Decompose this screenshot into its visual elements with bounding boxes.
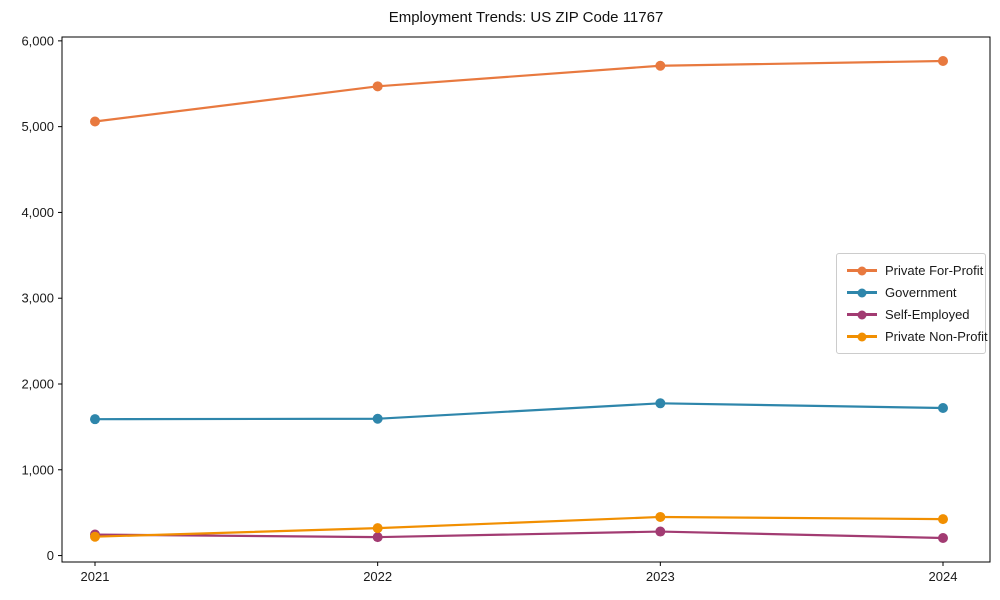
chart-title: Employment Trends: US ZIP Code 11767 — [388, 9, 664, 26]
y-tick-label: 4,000 — [21, 205, 54, 220]
legend-dot-icon — [857, 310, 867, 319]
legend-box: Private For-Profit Government Self-Employe… — [836, 253, 988, 354]
legend-label: Private For-Profit — [885, 263, 984, 278]
legend-dot-icon — [857, 332, 867, 341]
legend-entry-government: Government — [847, 285, 975, 300]
marker-self-employed-2022 — [372, 532, 383, 543]
legend-label: Self-Employed — [885, 307, 970, 322]
legend-entry-private-for-profit: Private For-Profit — [847, 263, 983, 278]
line-series-self-employed — [94, 530, 944, 540]
x-tick-label: 2024 — [929, 569, 958, 584]
y-tick-label: 6,000 — [21, 33, 54, 48]
marker-government-2023 — [655, 398, 666, 409]
legend-line-marker-icon — [847, 310, 877, 319]
legend-line-marker-icon — [847, 288, 877, 297]
legend-dot-icon — [857, 266, 867, 275]
x-tick-label: 2022 — [363, 569, 392, 584]
marker-private-non-profit-2024 — [938, 514, 948, 525]
legend-line-marker-icon — [847, 332, 877, 341]
x-tick-label: 2023 — [646, 569, 675, 584]
y-tick-label: 1,000 — [21, 462, 54, 477]
y-tick-label: 5,000 — [21, 119, 54, 134]
legend-label: Private Non-Profit — [885, 329, 988, 344]
marker-government-2021 — [90, 414, 100, 425]
x-tick-label: 2021 — [81, 569, 110, 584]
marker-private-non-profit-2022 — [372, 523, 383, 534]
marker-self-employed-2024 — [938, 532, 948, 543]
marker-private-for-profit-2021 — [90, 116, 100, 127]
legend-entry-private-non-profit: Private Non-Profit — [847, 329, 988, 344]
legend-label: Government — [885, 285, 957, 300]
legend-line-marker-icon — [847, 266, 877, 275]
legend-dot-icon — [857, 288, 867, 297]
marker-government-2022 — [372, 413, 383, 424]
y-tick-label: 0 — [47, 548, 54, 563]
marker-government-2024 — [938, 403, 948, 414]
marker-private-for-profit-2024 — [938, 56, 948, 67]
line-series-private-for-profit — [94, 59, 944, 123]
line-series-government — [94, 402, 944, 421]
legend-entry-self-employed: Self-Employed — [847, 307, 975, 322]
y-tick-label: 3,000 — [21, 291, 54, 306]
y-tick-label: 2,000 — [21, 376, 54, 391]
axes-spines — [61, 36, 991, 563]
marker-private-for-profit-2022 — [372, 81, 383, 92]
line-series-private-non-profit — [94, 515, 944, 538]
marker-private-for-profit-2023 — [655, 60, 666, 71]
marker-private-non-profit-2023 — [655, 511, 666, 522]
marker-self-employed-2023 — [655, 526, 666, 537]
marker-private-non-profit-2021 — [90, 531, 100, 542]
